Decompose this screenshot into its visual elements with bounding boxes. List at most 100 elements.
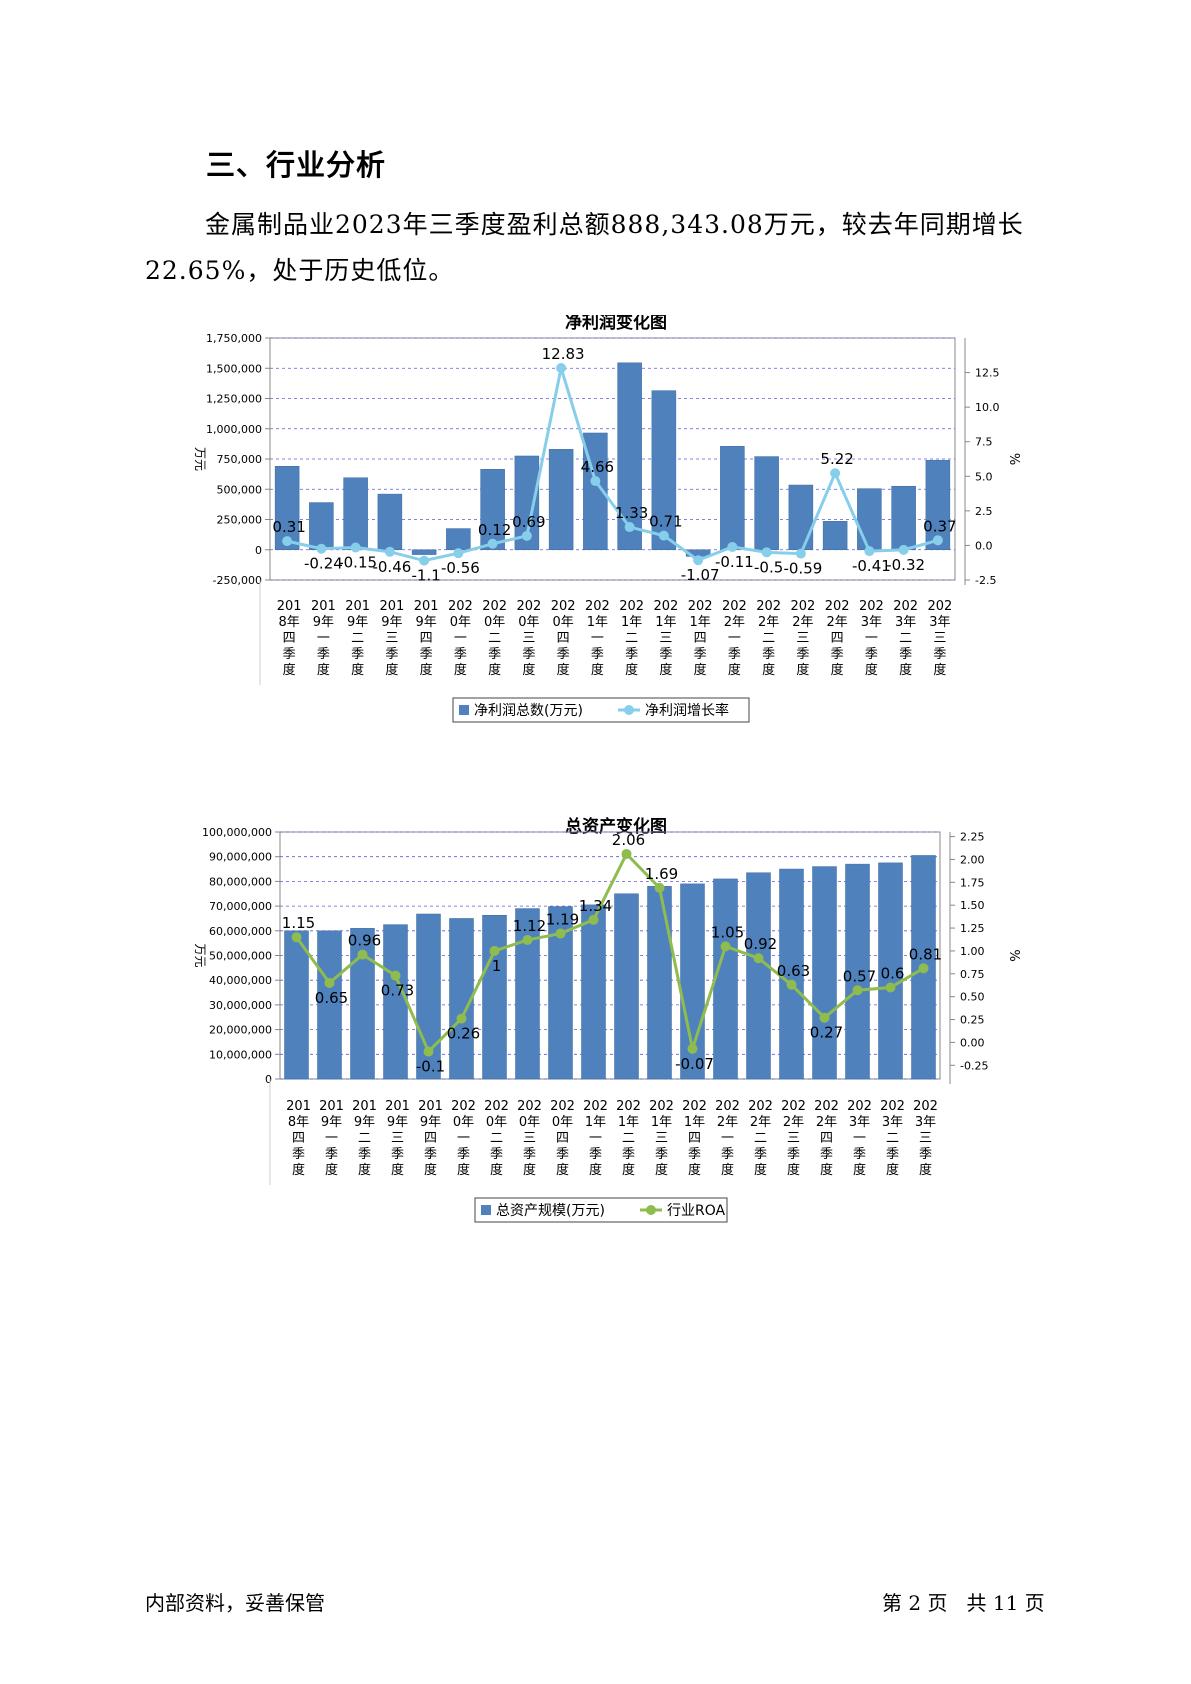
- category-label-4: 201 9年四季度: [418, 1099, 443, 1178]
- category-label-11: 202 1年三季度: [653, 599, 678, 678]
- data-label-5: 0.26: [447, 1025, 480, 1043]
- line-point-7: [522, 934, 533, 945]
- category-label-15: 202 2年三季度: [790, 599, 815, 678]
- data-label-11: 1.69: [645, 865, 678, 883]
- category-label-11: 202 1年三季度: [649, 1099, 674, 1178]
- data-label-19: 0.37: [923, 517, 956, 535]
- line-point-19: [918, 963, 929, 974]
- summary-paragraph: 金属制品业2023年三季度盈利总额888,343.08万元，较去年同期增长22.…: [145, 210, 1024, 285]
- category-label-7: 202 0年三季度: [516, 599, 541, 678]
- line-point-12: [693, 555, 704, 566]
- y2-axis-label: %: [1006, 949, 1021, 961]
- category-label-3: 201 9年三季度: [385, 1099, 410, 1178]
- line-point-13: [720, 941, 731, 952]
- y2-tick-label: 1.25: [960, 922, 985, 935]
- line-point-16: [819, 1012, 830, 1023]
- section-heading: 三、行业分析: [206, 148, 387, 182]
- category-label-5: 202 0年一季度: [448, 599, 473, 678]
- bar-13: [720, 446, 745, 550]
- y2-tick-label: 1.75: [960, 876, 985, 889]
- category-label-0: 201 8年四季度: [277, 599, 302, 678]
- data-label-14: 0.92: [744, 935, 777, 953]
- data-label-17: -0.41: [852, 557, 891, 575]
- category-label-1: 201 9年一季度: [319, 1099, 344, 1178]
- data-label-9: 4.66: [581, 458, 614, 476]
- data-label-15: 0.63: [777, 962, 810, 980]
- bar-2: [343, 477, 368, 551]
- category-label-16: 202 2年四季度: [814, 1099, 839, 1178]
- footer-confidential: 内部资料，妥善保管: [145, 1591, 325, 1615]
- y-tick-label: 70,000,000: [209, 900, 272, 913]
- bar-18: [891, 485, 916, 551]
- y-tick-label: 1,750,000: [206, 332, 262, 345]
- line-point-1: [316, 543, 327, 554]
- line-point-11: [658, 530, 669, 541]
- category-label-2: 201 9年二季度: [345, 599, 370, 678]
- bar-9: [581, 904, 606, 1080]
- y2-tick-label: 1.50: [960, 899, 985, 912]
- y-tick-label: 500,000: [217, 483, 263, 496]
- y-tick-label: 40,000,000: [209, 974, 272, 987]
- y-tick-label: 1,500,000: [206, 362, 262, 375]
- y-tick-label: 10,000,000: [209, 1048, 272, 1061]
- y-tick-label: 50,000,000: [209, 950, 272, 963]
- line-point-6: [489, 945, 500, 956]
- y-tick-label: 250,000: [217, 514, 263, 527]
- line-point-8: [556, 363, 567, 374]
- data-label-2: 0.96: [348, 932, 381, 950]
- category-label-9: 202 1年一季度: [585, 599, 610, 678]
- category-label-3: 201 9年三季度: [379, 599, 404, 678]
- category-label-13: 202 2年一季度: [715, 1099, 740, 1178]
- data-label-7: 0.69: [512, 513, 545, 531]
- category-label-6: 202 0年二季度: [482, 599, 507, 678]
- y2-tick-label: 10.0: [975, 401, 1000, 414]
- line-point-8: [555, 928, 566, 939]
- category-label-16: 202 2年四季度: [825, 599, 850, 678]
- line-point-3: [390, 970, 401, 981]
- data-label-0: 1.15: [282, 914, 315, 932]
- bar-18: [878, 862, 903, 1080]
- line-point-2: [350, 542, 361, 553]
- y-tick-label: 90,000,000: [209, 851, 272, 864]
- legend-box: [474, 1197, 728, 1223]
- line-point-14: [761, 547, 772, 558]
- series-line: [286, 367, 939, 563]
- legend-line-marker: [624, 705, 634, 715]
- y2-tick-label: 0.00: [960, 1036, 985, 1049]
- category-label-4: 201 9年四季度: [414, 599, 439, 678]
- bar-14: [754, 456, 779, 550]
- data-label-16: 0.27: [810, 1024, 843, 1042]
- line-point-16: [830, 468, 841, 479]
- category-label-14: 202 2年二季度: [756, 599, 781, 678]
- line-point-5: [456, 1013, 467, 1024]
- data-label-7: 1.12: [513, 917, 546, 935]
- y2-tick-label: 12.5: [975, 367, 1000, 380]
- legend-bar-label: 净利润总数(万元): [474, 703, 583, 719]
- category-label-7: 202 0年三季度: [517, 1099, 542, 1178]
- data-label-13: 1.05: [711, 923, 744, 941]
- line-point-9: [588, 914, 599, 925]
- data-label-18: -0.32: [886, 556, 925, 574]
- line-point-18: [885, 982, 896, 993]
- line-point-19: [932, 535, 943, 546]
- line-point-4: [423, 1046, 434, 1057]
- line-point-1: [324, 977, 335, 988]
- data-label-6: 0.12: [478, 521, 511, 539]
- line-point-0: [282, 536, 293, 547]
- y-tick-label: 60,000,000: [209, 925, 272, 938]
- y-tick-label: 20,000,000: [209, 1024, 272, 1037]
- data-label-12: -0.07: [675, 1055, 714, 1073]
- category-label-6: 202 0年二季度: [484, 1099, 509, 1178]
- y2-tick-label: 2.5: [975, 505, 993, 518]
- line-point-15: [795, 548, 806, 559]
- line-point-9: [590, 475, 601, 486]
- net-profit-chart: 净利润变化图 1,750,000 1,500,000 1,250,000 1,000,0…: [193, 315, 1021, 723]
- line-point-5: [453, 548, 464, 559]
- line-point-2: [357, 949, 368, 960]
- line-point-6: [487, 538, 498, 549]
- category-label-12: 202 1年四季度: [688, 599, 713, 678]
- data-label-17: 0.57: [843, 967, 876, 985]
- y-tick-label: -250,000: [213, 574, 262, 587]
- category-label-9: 202 1年一季度: [583, 1099, 608, 1178]
- y2-tick-label: -2.5: [975, 574, 996, 587]
